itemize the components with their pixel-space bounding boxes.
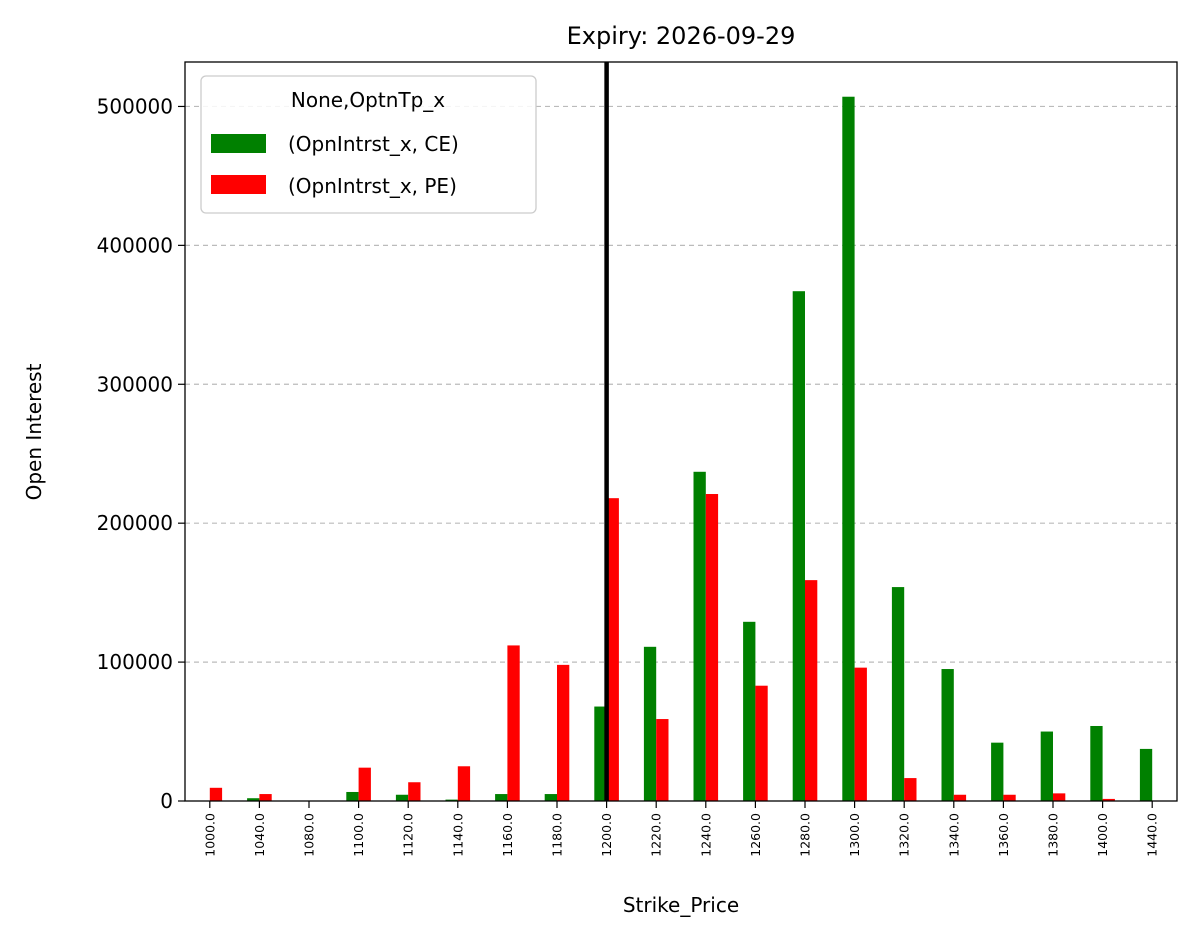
bar-pe	[805, 580, 818, 801]
bar-pe	[1053, 793, 1066, 801]
bar-ce	[743, 621, 756, 801]
bar-pe	[656, 719, 669, 801]
bar-ce	[693, 471, 706, 801]
legend: None,OptnTp_x (OpnIntrst_x, CE) (OpnIntr…	[200, 75, 537, 214]
bar-ce	[1040, 731, 1053, 801]
x-tick-label: 1080.0	[302, 813, 317, 857]
bar-pe	[557, 664, 570, 801]
bar-pe	[606, 498, 619, 801]
bar-ce	[792, 291, 805, 801]
x-tick-label: 1380.0	[1046, 813, 1061, 857]
y-tick-label: 500000	[97, 94, 173, 118]
y-axis-label: Open Interest	[22, 363, 46, 500]
legend-swatch-pe	[211, 175, 266, 194]
x-tick-label: 1160.0	[500, 813, 515, 857]
y-tick-label: 100000	[97, 650, 173, 674]
y-tick-label: 300000	[97, 372, 173, 396]
bar-ce	[842, 96, 855, 802]
y-axis: 0 100000 200000 300000 400000 500000	[97, 94, 185, 813]
y-tick-label: 200000	[97, 511, 173, 535]
bar-ce	[594, 706, 607, 801]
x-tick-label: 1240.0	[698, 813, 713, 857]
bar-ce	[991, 742, 1004, 801]
bar-pe	[408, 782, 421, 801]
bar-ce	[445, 799, 458, 801]
x-tick-label: 1300.0	[847, 813, 862, 857]
gridlines	[185, 105, 1177, 663]
bar-pe	[854, 667, 867, 801]
legend-box	[200, 75, 537, 214]
legend-label-pe: (OpnIntrst_x, PE)	[288, 174, 457, 198]
x-tick-label: 1000.0	[202, 813, 217, 857]
bar-ce	[346, 791, 359, 801]
legend-title: None,OptnTp_x	[291, 88, 445, 112]
bar-pe	[705, 494, 719, 801]
x-tick-label: 1220.0	[649, 813, 664, 857]
bars	[209, 96, 1153, 802]
bar-pe	[358, 767, 371, 801]
x-tick-label: 1320.0	[897, 813, 912, 857]
bar-pe	[1102, 798, 1115, 801]
bar-ce	[1090, 725, 1103, 801]
x-tick-label: 1440.0	[1145, 813, 1160, 857]
x-tick-label: 1040.0	[252, 813, 267, 857]
bar-ce	[941, 669, 954, 801]
bar-pe	[904, 778, 917, 801]
x-tick-label: 1140.0	[450, 813, 465, 857]
bar-ce	[643, 646, 657, 801]
x-tick-label: 1180.0	[550, 813, 565, 857]
y-tick-label: 0	[160, 789, 173, 813]
chart-title: Expiry: 2026-09-29	[567, 22, 796, 50]
bar-pe	[457, 766, 471, 801]
x-tick-label: 1100.0	[351, 813, 366, 857]
x-tick-label: 1200.0	[599, 813, 614, 857]
bar-pe	[1003, 794, 1016, 801]
legend-swatch-ce	[211, 134, 266, 153]
x-tick-label: 1400.0	[1095, 813, 1110, 857]
bar-ce	[544, 794, 557, 801]
x-tick-label: 1340.0	[946, 813, 961, 857]
y-tick-label: 400000	[97, 233, 173, 257]
x-axis-label: Strike_Price	[623, 893, 739, 917]
bar-pe	[507, 645, 520, 801]
bar-pe	[209, 787, 223, 801]
x-tick-label: 1360.0	[996, 813, 1011, 857]
x-tick-label: 1260.0	[748, 813, 763, 857]
bar-ce	[1139, 748, 1153, 801]
bar-ce	[495, 794, 508, 801]
bar-pe	[755, 685, 768, 801]
plot-frame	[184, 61, 1178, 802]
x-axis: 1000.0 1040.0 1080.0 1100.0 1120.0 1140.0 1160…	[202, 801, 1160, 857]
legend-label-ce: (OpnIntrst_x, CE)	[288, 132, 459, 156]
bar-pe	[953, 794, 967, 801]
bar-ce	[891, 587, 905, 801]
x-tick-label: 1280.0	[798, 813, 813, 857]
x-tick-label: 1120.0	[401, 813, 416, 857]
bar-pe	[259, 794, 272, 801]
bar-ce	[247, 798, 260, 801]
bar-ce	[395, 794, 409, 801]
